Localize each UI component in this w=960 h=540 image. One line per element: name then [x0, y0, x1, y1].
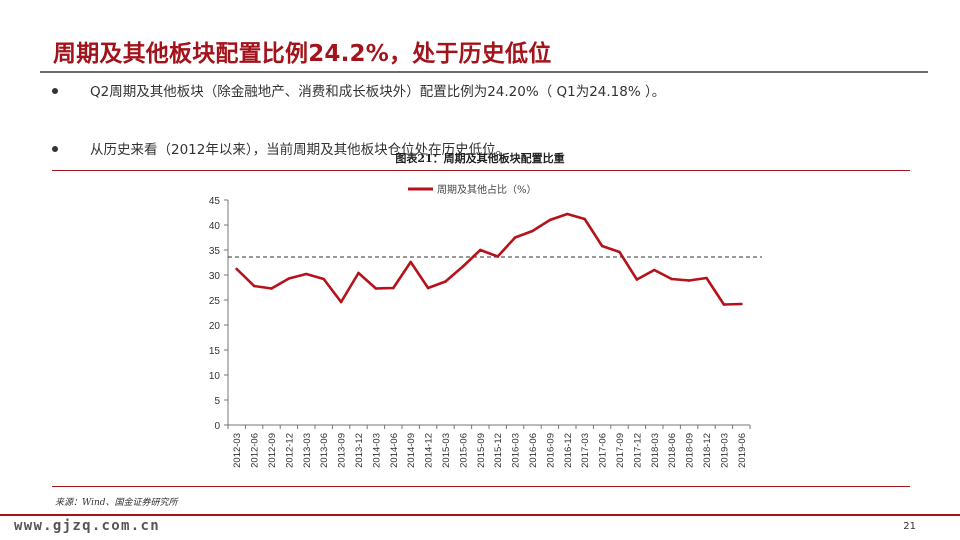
- figure-bottom-rule: [52, 486, 910, 487]
- x-tick-label: 2018-09: [685, 433, 696, 468]
- x-tick-label: 2012-06: [250, 433, 261, 468]
- y-tick-label: 30: [209, 271, 221, 282]
- data-point: [635, 278, 639, 281]
- data-point: [374, 287, 378, 290]
- source-note: 来源：Wind、国金证券研究所: [55, 498, 178, 508]
- data-point: [426, 286, 430, 290]
- data-point: [252, 284, 256, 288]
- y-tick-label: 0: [214, 421, 220, 432]
- data-point: [339, 300, 343, 304]
- data-point: [479, 248, 482, 252]
- x-tick-label: 2015-06: [458, 433, 469, 468]
- bullet-text: 从历史来看（2012年以来），当前周期及其他板块仓位处在历史低位。: [90, 142, 510, 158]
- x-tick-label: 2014-12: [424, 433, 435, 468]
- data-point: [496, 255, 500, 258]
- footer-divider: [0, 514, 960, 516]
- y-tick-label: 5: [214, 396, 220, 407]
- x-tick-label: 2015-03: [441, 433, 452, 468]
- data-point: [461, 265, 465, 268]
- bullet-item: Q2周期及其他板块（除金融地产、消费和成长板块外）配置比例为24.20%（ Q1…: [52, 80, 932, 100]
- x-tick-label: 2019-03: [719, 433, 730, 468]
- x-tick-label: 2016-03: [511, 433, 522, 468]
- data-point: [409, 260, 413, 264]
- title-divider: [40, 71, 928, 73]
- x-tick-label: 2015-09: [476, 433, 487, 468]
- x-tick-label: 2014-06: [389, 433, 400, 468]
- data-point: [722, 303, 726, 306]
- website-link[interactable]: www.gjzq.com.cn: [14, 518, 160, 534]
- data-point: [705, 276, 708, 280]
- x-tick-label: 2016-06: [528, 433, 539, 468]
- slide-title: 周期及其他板块配置比例24.2%，处于历史低位: [53, 41, 552, 67]
- x-tick-label: 2015-12: [493, 433, 504, 468]
- x-tick-label: 2013-09: [337, 433, 348, 468]
- data-point: [548, 218, 552, 222]
- data-point: [305, 272, 308, 276]
- x-tick-label: 2013-06: [319, 433, 330, 468]
- page-number: 21: [903, 521, 916, 532]
- chart-axes: 0 5 10 15 20 25 30 35 40 45 2012-03 2012-06 2012-09 2…: [209, 196, 751, 468]
- y-tick-label: 15: [209, 346, 221, 357]
- data-point: [392, 286, 395, 290]
- data-point: [235, 267, 238, 271]
- x-tick-label: 2012-09: [267, 433, 278, 468]
- x-tick-label: 2013-12: [354, 433, 365, 468]
- chart-legend: 周期及其他占比（%）: [408, 183, 537, 196]
- data-point: [270, 287, 273, 290]
- y-tick-label: 25: [209, 296, 221, 307]
- x-tick-label: 2018-12: [702, 433, 713, 468]
- y-tick-label: 45: [209, 196, 221, 207]
- x-tick-label: 2017-09: [615, 433, 626, 468]
- bullet-list: Q2周期及其他板块（除金融地产、消费和成长板块外）配置比例为24.20%（ Q1…: [52, 80, 932, 158]
- data-point: [653, 268, 656, 272]
- x-tick-label: 2016-12: [563, 433, 574, 468]
- x-tick-label: 2014-09: [406, 433, 417, 468]
- figure-top-rule: [52, 170, 910, 171]
- x-tick-label: 2016-09: [545, 433, 556, 468]
- x-tick-label: 2012-03: [232, 433, 243, 468]
- y-tick-label: 40: [209, 221, 221, 232]
- x-tick-label: 2012-12: [284, 433, 295, 468]
- y-tick-label: 10: [209, 371, 221, 382]
- data-point: [618, 250, 621, 254]
- data-point: [444, 280, 447, 283]
- y-tick-label: 20: [209, 321, 221, 332]
- x-tick-label: 2019-06: [737, 433, 748, 468]
- chart-plot-area: [228, 212, 762, 306]
- x-tick-label: 2017-06: [598, 433, 609, 468]
- data-point: [600, 244, 604, 248]
- y-tick-label: 35: [209, 246, 221, 257]
- data-point: [566, 212, 569, 216]
- bullet-item: 从历史来看（2012年以来），当前周期及其他板块仓位处在历史低位。: [52, 138, 932, 158]
- data-point: [670, 277, 673, 281]
- x-tick-label: 2018-06: [667, 433, 678, 468]
- bullet-dot-icon: [52, 146, 58, 152]
- data-point: [287, 277, 291, 280]
- data-point: [740, 302, 743, 306]
- bullet-text: Q2周期及其他板块（除金融地产、消费和成长板块外）配置比例为24.20%（ Q1…: [90, 84, 666, 100]
- data-point: [687, 279, 691, 282]
- figure-title: 图表21：周期及其他板块配置比重: [395, 152, 565, 165]
- data-point: [513, 236, 517, 239]
- x-tick-label: 2017-03: [580, 433, 591, 468]
- series-line: [235, 212, 743, 306]
- x-tick-label: 2018-03: [650, 433, 661, 468]
- data-point: [583, 217, 586, 221]
- bullet-dot-icon: [52, 88, 58, 94]
- data-point: [322, 277, 326, 281]
- legend-label: 周期及其他占比（%）: [437, 183, 537, 196]
- data-point: [357, 271, 360, 275]
- data-point: [531, 229, 534, 233]
- x-tick-label: 2014-03: [371, 433, 382, 468]
- x-tick-label: 2013-03: [302, 433, 313, 468]
- x-tick-label: 2017-12: [632, 433, 643, 468]
